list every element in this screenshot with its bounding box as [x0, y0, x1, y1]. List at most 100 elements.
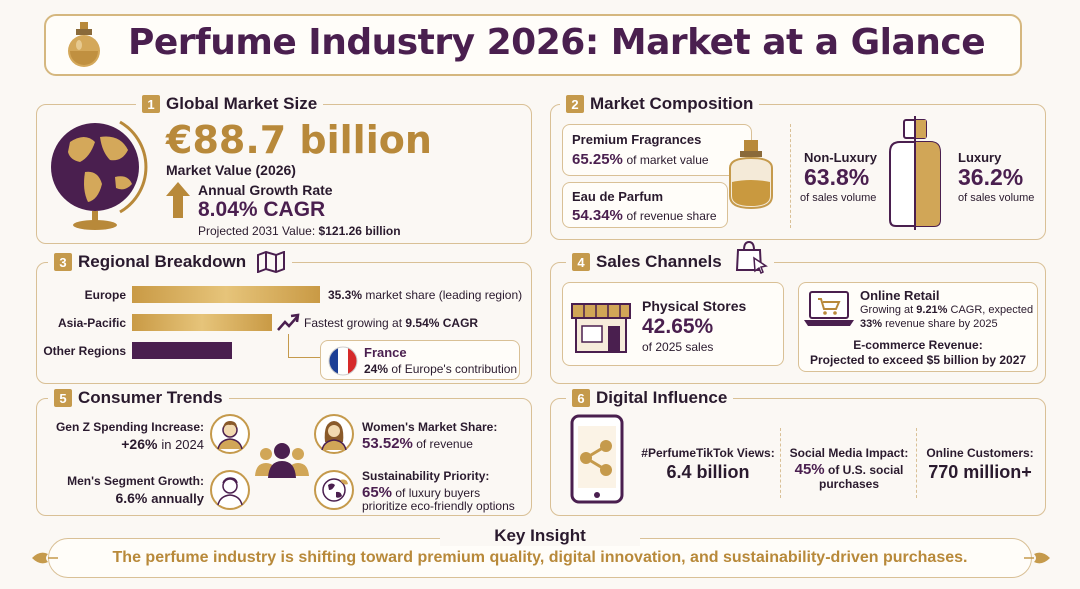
- ecom-value: Projected to exceed $5 billion by 2027: [809, 353, 1027, 367]
- premium-line: 65.25% of market value: [572, 151, 709, 168]
- premium-label: Premium Fragrances: [572, 132, 702, 147]
- genz-value: +26%: [121, 436, 158, 452]
- perfume-bottle-icon: [62, 18, 106, 70]
- online-line1-suffix: CAGR, expected: [950, 304, 1034, 316]
- page-title: Perfume Industry 2026: Market at a Glanc…: [128, 22, 986, 63]
- channels-panel: [550, 262, 1046, 384]
- tiktok-label: #PerfumeTikTok Views:: [641, 446, 775, 460]
- women-suffix: of revenue: [416, 437, 473, 451]
- sust-label: Sustainability Priority:: [362, 469, 490, 483]
- section-title: Digital Influence: [596, 388, 728, 407]
- europe-value: 35.3%: [328, 288, 363, 302]
- men-value: 6.6%: [115, 490, 148, 506]
- edp-label: Eau de Parfum: [572, 189, 664, 204]
- man-avatar-icon: [210, 470, 250, 510]
- women-value: 53.52%: [362, 435, 413, 452]
- edp-suffix: of revenue share: [626, 209, 717, 223]
- insight-text: The perfume industry is shifting toward …: [112, 549, 968, 566]
- trends-panel: [36, 398, 532, 516]
- customers-value: 770 million+: [928, 462, 1032, 482]
- connector-line: [288, 334, 320, 358]
- section-number: 2: [566, 95, 584, 113]
- france-line: 24% of Europe's contribution: [364, 362, 517, 376]
- trend-up-icon: [276, 312, 300, 332]
- social-label: Social Media Impact:: [789, 446, 909, 460]
- women-line: 53.52% of revenue: [362, 435, 473, 452]
- composition-panel: [550, 104, 1046, 240]
- section-title: Sales Channels: [596, 252, 722, 271]
- trends-heading: 5 Consumer Trends: [48, 387, 229, 409]
- premium-suffix: of market value: [626, 153, 709, 167]
- split-bottle-icon: [882, 116, 948, 230]
- france-value: 24%: [364, 362, 389, 376]
- genz-line: +26% in 2024: [44, 436, 204, 452]
- physical-label: Physical Stores: [642, 298, 747, 314]
- men-line: 6.6% annually: [44, 490, 204, 506]
- genz-label: Gen Z Spending Increase:: [55, 420, 204, 434]
- lux-value: 36.2%: [958, 164, 1024, 190]
- man-avatar-icon: [210, 414, 250, 454]
- phone-share-icon: [568, 414, 626, 504]
- sust-line1: 65% of luxury buyers: [362, 484, 480, 501]
- storefront-icon: [570, 296, 632, 354]
- insight-title: Key Insight: [440, 526, 640, 546]
- insight-ornament-right: [1024, 548, 1052, 568]
- region-bar-other: [132, 342, 232, 359]
- region-note-apac: Fastest growing at 9.54% CAGR: [304, 316, 478, 330]
- section-title: Market Composition: [590, 94, 754, 113]
- insight-ornament-left: [30, 548, 58, 568]
- market-value: €88.7 billion: [166, 118, 432, 162]
- channels-heading: 4 Sales Channels: [566, 240, 774, 275]
- growth-value: 8.04% CAGR: [198, 198, 326, 221]
- france-label: France: [364, 345, 407, 360]
- section-number: 3: [54, 253, 72, 271]
- digital-heading: 6 Digital Influence: [566, 387, 734, 409]
- projection-value: $121.26 billion: [318, 224, 401, 238]
- divider: [790, 124, 791, 228]
- physical-value: 42.65%: [642, 315, 714, 338]
- market-value-label: Market Value (2026): [166, 162, 296, 178]
- group-icon: [252, 440, 312, 480]
- woman-avatar-icon: [314, 414, 354, 454]
- customers-label: Online Customers:: [926, 446, 1034, 460]
- region-label-apac: Asia-Pacific: [57, 316, 126, 330]
- title-banner: [44, 14, 1022, 76]
- section-title: Regional Breakdown: [78, 252, 247, 271]
- online-line2-suffix: revenue share by 2025: [885, 318, 998, 330]
- laptop-cart-icon: [804, 290, 854, 330]
- france-flag-icon: [328, 346, 358, 376]
- ecom-label: E-commerce Revenue:: [853, 338, 983, 352]
- digital-panel: [550, 398, 1046, 516]
- section-title: Global Market Size: [166, 94, 318, 113]
- market-size-heading: 1 Global Market Size: [136, 93, 324, 115]
- online-line1-prefix: Growing at: [860, 304, 914, 316]
- perfume-flask-icon: [722, 138, 780, 210]
- nonlux-value: 63.8%: [804, 164, 870, 190]
- projection-line: Projected 2031 Value: $121.26 billion: [198, 224, 401, 238]
- edp-value: 54.34%: [572, 207, 623, 224]
- regional-heading: 3 Regional Breakdown: [48, 250, 293, 274]
- section-title: Consumer Trends: [78, 388, 223, 407]
- lux-label: Luxury: [958, 150, 1002, 165]
- apac-value: 9.54% CAGR: [405, 316, 479, 330]
- up-arrow-icon: [166, 182, 190, 218]
- map-icon: [256, 250, 286, 274]
- apac-prefix: Fastest growing at: [304, 316, 403, 330]
- region-bar-apac: [132, 314, 272, 331]
- shopping-bag-icon: [734, 240, 768, 275]
- social-line2: purchases: [818, 477, 880, 491]
- online-line1: Growing at 9.21% CAGR, expected: [860, 304, 1033, 316]
- composition-heading: 2 Market Composition: [560, 93, 760, 115]
- edp-line: 54.34% of revenue share: [572, 207, 717, 224]
- online-line2: 33% revenue share by 2025: [860, 318, 998, 330]
- section-number: 1: [142, 95, 160, 113]
- region-label-europe: Europe: [84, 288, 126, 302]
- nonlux-suffix: of sales volume: [800, 192, 877, 204]
- divider: [780, 428, 781, 498]
- women-label: Women's Market Share:: [362, 420, 498, 434]
- projection-label: Projected 2031 Value:: [198, 224, 316, 238]
- social-value: 45%: [794, 461, 825, 478]
- region-note-europe: 35.3% market share (leading region): [328, 288, 522, 302]
- online-line1-value: 9.21%: [916, 304, 948, 316]
- france-suffix: of Europe's contribution: [391, 362, 518, 376]
